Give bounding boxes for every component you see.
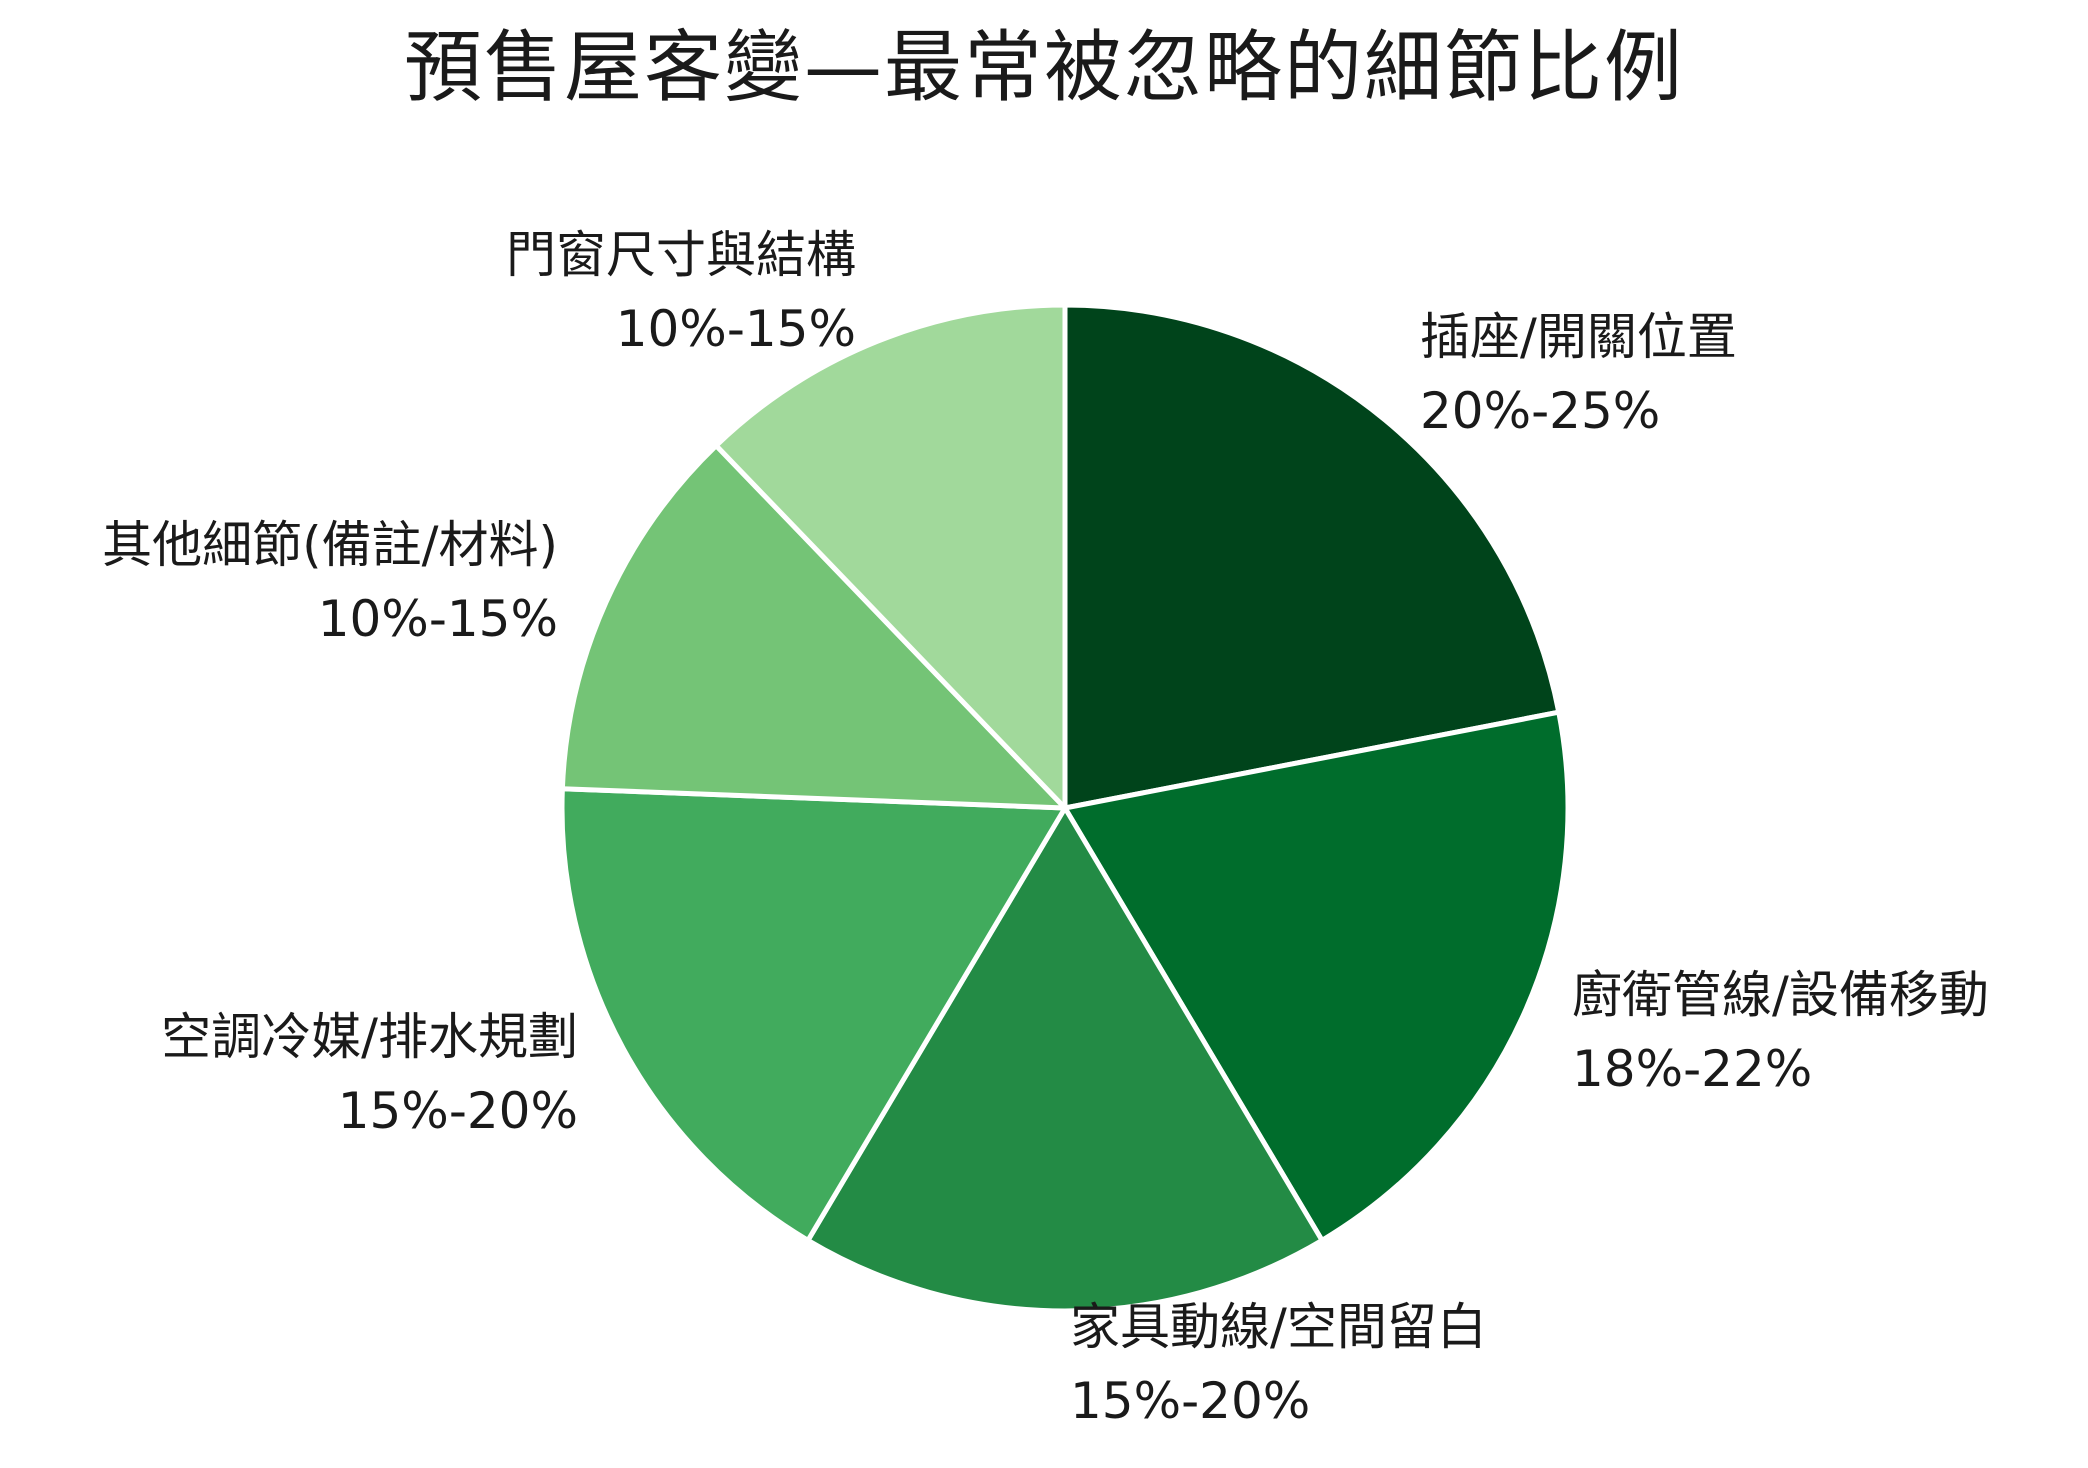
slice-name: 家具動線/空間留白 xyxy=(1070,1298,1487,1356)
slice-label-doors-windows: 門窗尺寸與結構 10%-15% xyxy=(506,218,856,366)
slice-range: 10%-15% xyxy=(615,300,856,358)
slice-name: 廚衛管線/設備移動 xyxy=(1572,966,1989,1024)
slice-range: 10%-15% xyxy=(317,590,558,648)
slice-range: 15%-20% xyxy=(337,1082,578,1140)
slice-name: 空調冷媒/排水規劃 xyxy=(161,1008,578,1066)
slice-label-outlets: 插座/開關位置 20%-25% xyxy=(1420,300,1737,448)
slice-label-furniture-flow: 家具動線/空間留白 15%-20% xyxy=(1070,1290,1487,1438)
slice-range: 20%-25% xyxy=(1420,382,1661,440)
slice-other xyxy=(559,443,1068,811)
slice-furniture-flow xyxy=(805,805,1325,1314)
slice-name: 其他細節(備註/材料) xyxy=(102,516,558,574)
slice-label-kitchen-bath: 廚衛管線/設備移動 18%-22% xyxy=(1572,958,1989,1106)
slice-name: 門窗尺寸與結構 xyxy=(506,226,856,284)
slice-label-hvac: 空調冷媒/排水規劃 15%-20% xyxy=(161,1000,578,1148)
slice-range: 18%-22% xyxy=(1572,1040,1813,1098)
chart-title: 預售屋客變—最常被忽略的細節比例 xyxy=(403,23,1684,113)
slice-hvac xyxy=(559,786,1068,1243)
slice-name: 插座/開關位置 xyxy=(1420,308,1737,366)
slice-outlets xyxy=(1062,302,1562,811)
slice-kitchen-bath xyxy=(1062,709,1571,1243)
slice-range: 15%-20% xyxy=(1070,1372,1311,1430)
slice-doors-windows xyxy=(713,302,1068,811)
slice-label-other: 其他細節(備註/材料) 10%-15% xyxy=(102,508,558,656)
